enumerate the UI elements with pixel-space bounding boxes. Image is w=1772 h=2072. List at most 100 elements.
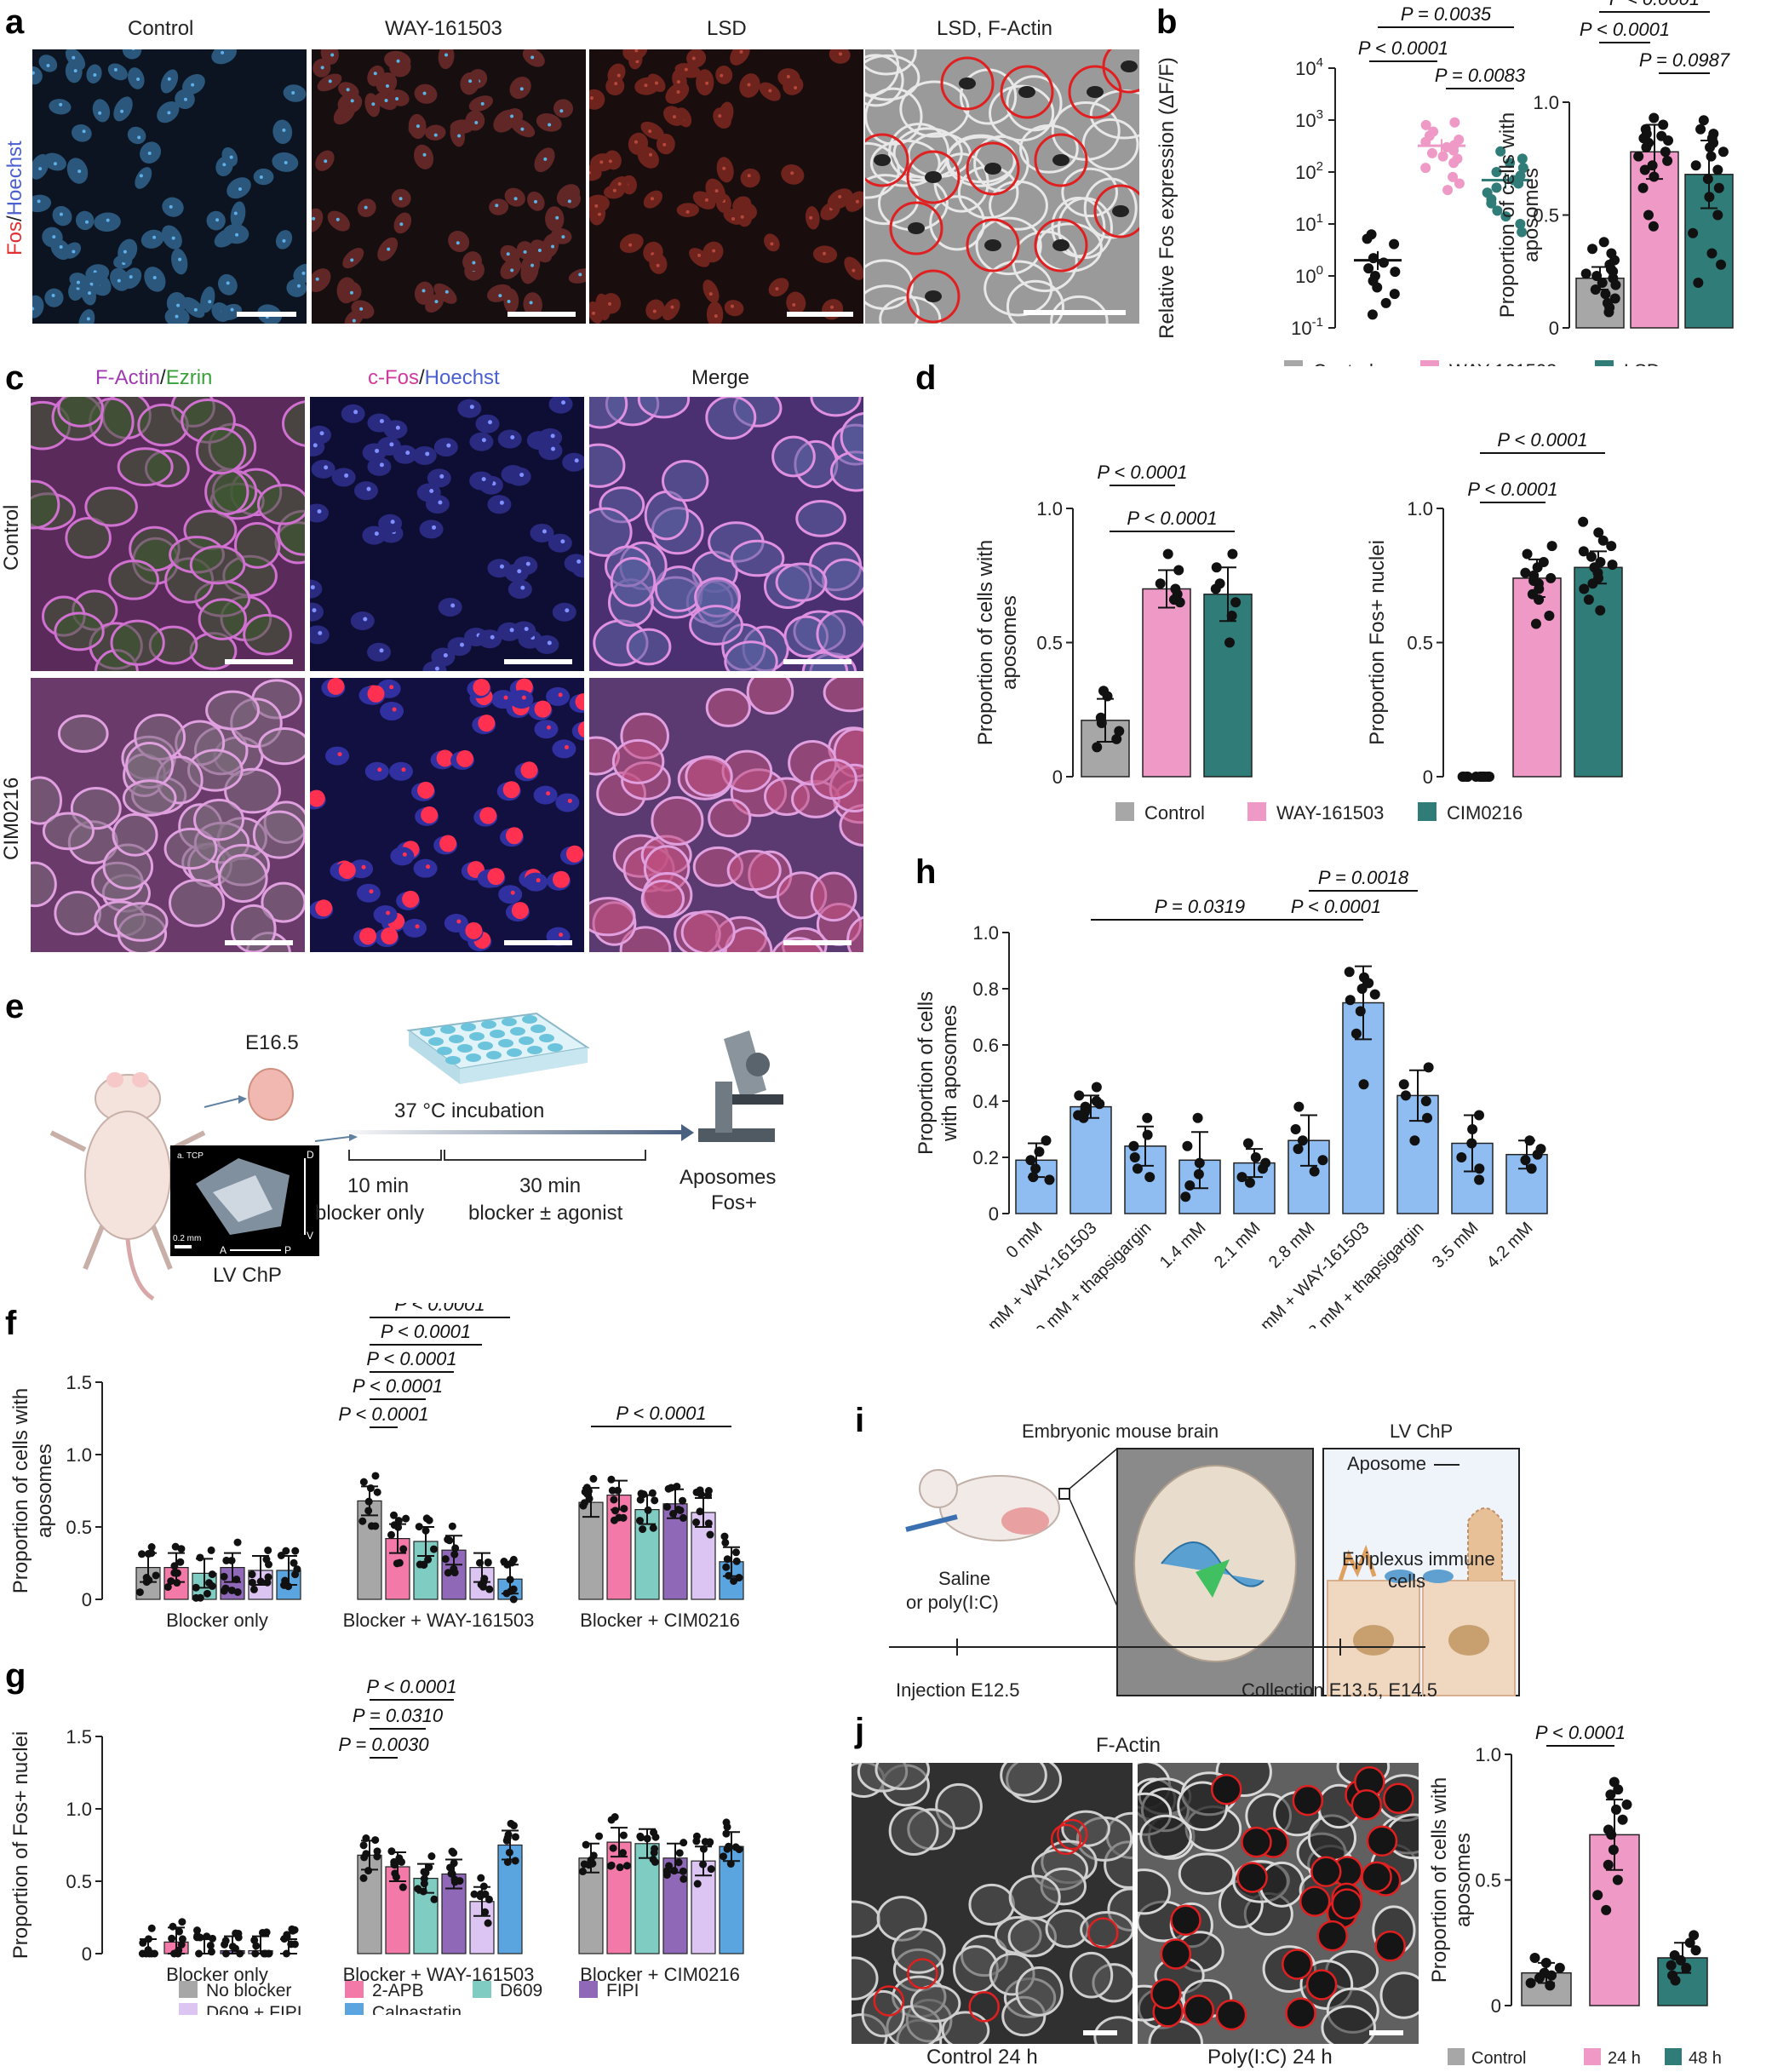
- nucleus: [497, 622, 522, 641]
- data-point: [1606, 541, 1617, 552]
- fos-signal: [359, 927, 377, 945]
- nucleus: [562, 452, 584, 472]
- nucleolus: [77, 169, 82, 174]
- fos-signal: [499, 500, 504, 505]
- data-point: [291, 1547, 300, 1555]
- data-point: [448, 1522, 456, 1530]
- fos-signal: [310, 585, 315, 590]
- cell: [243, 613, 292, 656]
- data-point: [509, 1595, 518, 1604]
- bar: [606, 1495, 632, 1600]
- data-point: [1712, 209, 1723, 221]
- data-point: [1290, 1124, 1301, 1134]
- cell: [689, 605, 743, 646]
- data-point: [234, 1933, 243, 1942]
- data-point: [721, 1538, 730, 1547]
- fos-signal: [509, 628, 514, 633]
- well: [437, 1047, 452, 1055]
- y-tick-label: 0.5: [1475, 1870, 1501, 1891]
- nucleus: [713, 107, 731, 129]
- data-point: [1690, 1945, 1701, 1956]
- cell: [205, 690, 261, 731]
- step2-desc: blocker ± agonist: [468, 1202, 623, 1225]
- cell: [281, 400, 305, 447]
- fos-signal: [379, 462, 384, 468]
- data-point: [1129, 1152, 1140, 1162]
- nucleolus: [51, 293, 55, 297]
- data-point: [583, 1489, 592, 1497]
- nucleolus: [284, 161, 288, 165]
- cell: [108, 560, 159, 600]
- panel-a-title-lsd-factin: LSD, F-Actin: [937, 17, 1053, 40]
- nucleolus: [822, 251, 826, 255]
- nucleolus: [152, 235, 157, 239]
- nucleolus: [498, 294, 502, 298]
- nucleus: [122, 267, 142, 290]
- fos-signal: [547, 640, 552, 646]
- nucleus: [362, 443, 387, 462]
- cell-outline: [1019, 123, 1079, 174]
- nucleolus: [208, 300, 212, 304]
- aposome-circle: [1170, 1904, 1201, 1936]
- data-point: [139, 1938, 147, 1947]
- data-point: [651, 1857, 659, 1866]
- nucleolus: [770, 242, 774, 246]
- nucleolus: [520, 127, 525, 131]
- data-point: [639, 1525, 647, 1534]
- aposome-circle: [1000, 65, 1054, 119]
- nucleolus: [59, 244, 63, 249]
- nucleolus: [714, 314, 718, 319]
- cell: [204, 468, 249, 516]
- data-point: [441, 1555, 450, 1564]
- data-point: [1094, 1099, 1105, 1110]
- nucleolus: [722, 166, 726, 170]
- cell: [726, 849, 782, 892]
- cell-outline: [865, 54, 904, 107]
- aposome-circle: [1292, 1784, 1324, 1817]
- fos-signal: [546, 725, 551, 730]
- micrograph-c-cim-merge: [589, 678, 863, 952]
- fos-signal: [436, 749, 454, 767]
- data-point: [1390, 267, 1401, 278]
- micrograph-a-control-svg: [32, 49, 307, 324]
- nucleus: [393, 212, 412, 234]
- y-tick-label: 0.8: [972, 979, 999, 1000]
- y-tick-label: 1.0: [1036, 498, 1063, 519]
- well: [502, 1018, 517, 1026]
- data-point: [1380, 297, 1391, 308]
- data-point: [1111, 733, 1122, 744]
- nucleus: [230, 201, 246, 228]
- nucleus: [367, 642, 392, 662]
- scale-bar: [225, 940, 293, 945]
- fos-signal: [564, 744, 569, 749]
- inset-v: V: [307, 1230, 313, 1242]
- data-point: [227, 1586, 236, 1594]
- data-point: [1449, 117, 1460, 128]
- nucleolus: [167, 77, 171, 81]
- x-tick-label: 0 mM: [1003, 1219, 1047, 1262]
- p-value: P = 0.0987: [1639, 49, 1730, 71]
- nucleus: [383, 420, 408, 439]
- data-point: [1610, 279, 1621, 290]
- fos-signal: [313, 443, 318, 448]
- nucleus: [373, 905, 398, 925]
- data-point: [429, 1545, 438, 1553]
- y-tick-label: 101: [1295, 211, 1323, 235]
- cell-outline: [973, 135, 1029, 192]
- well: [510, 1027, 525, 1036]
- data-point: [425, 1863, 433, 1872]
- data-point: [1693, 278, 1704, 288]
- fos-signal: [389, 442, 394, 447]
- data-point: [1534, 594, 1545, 606]
- fos-signal: [310, 789, 325, 807]
- data-point: [1420, 1096, 1431, 1106]
- data-point: [206, 1941, 215, 1949]
- data-point: [622, 1862, 631, 1870]
- fos-signal: [510, 890, 515, 895]
- group-label: Blocker + CIM0216: [580, 1964, 740, 1985]
- micrograph-svg: [589, 678, 863, 952]
- nucleus: [378, 514, 403, 533]
- nucleolus: [649, 152, 653, 157]
- nucleus: [362, 525, 387, 545]
- aposome-circle: [1093, 184, 1139, 238]
